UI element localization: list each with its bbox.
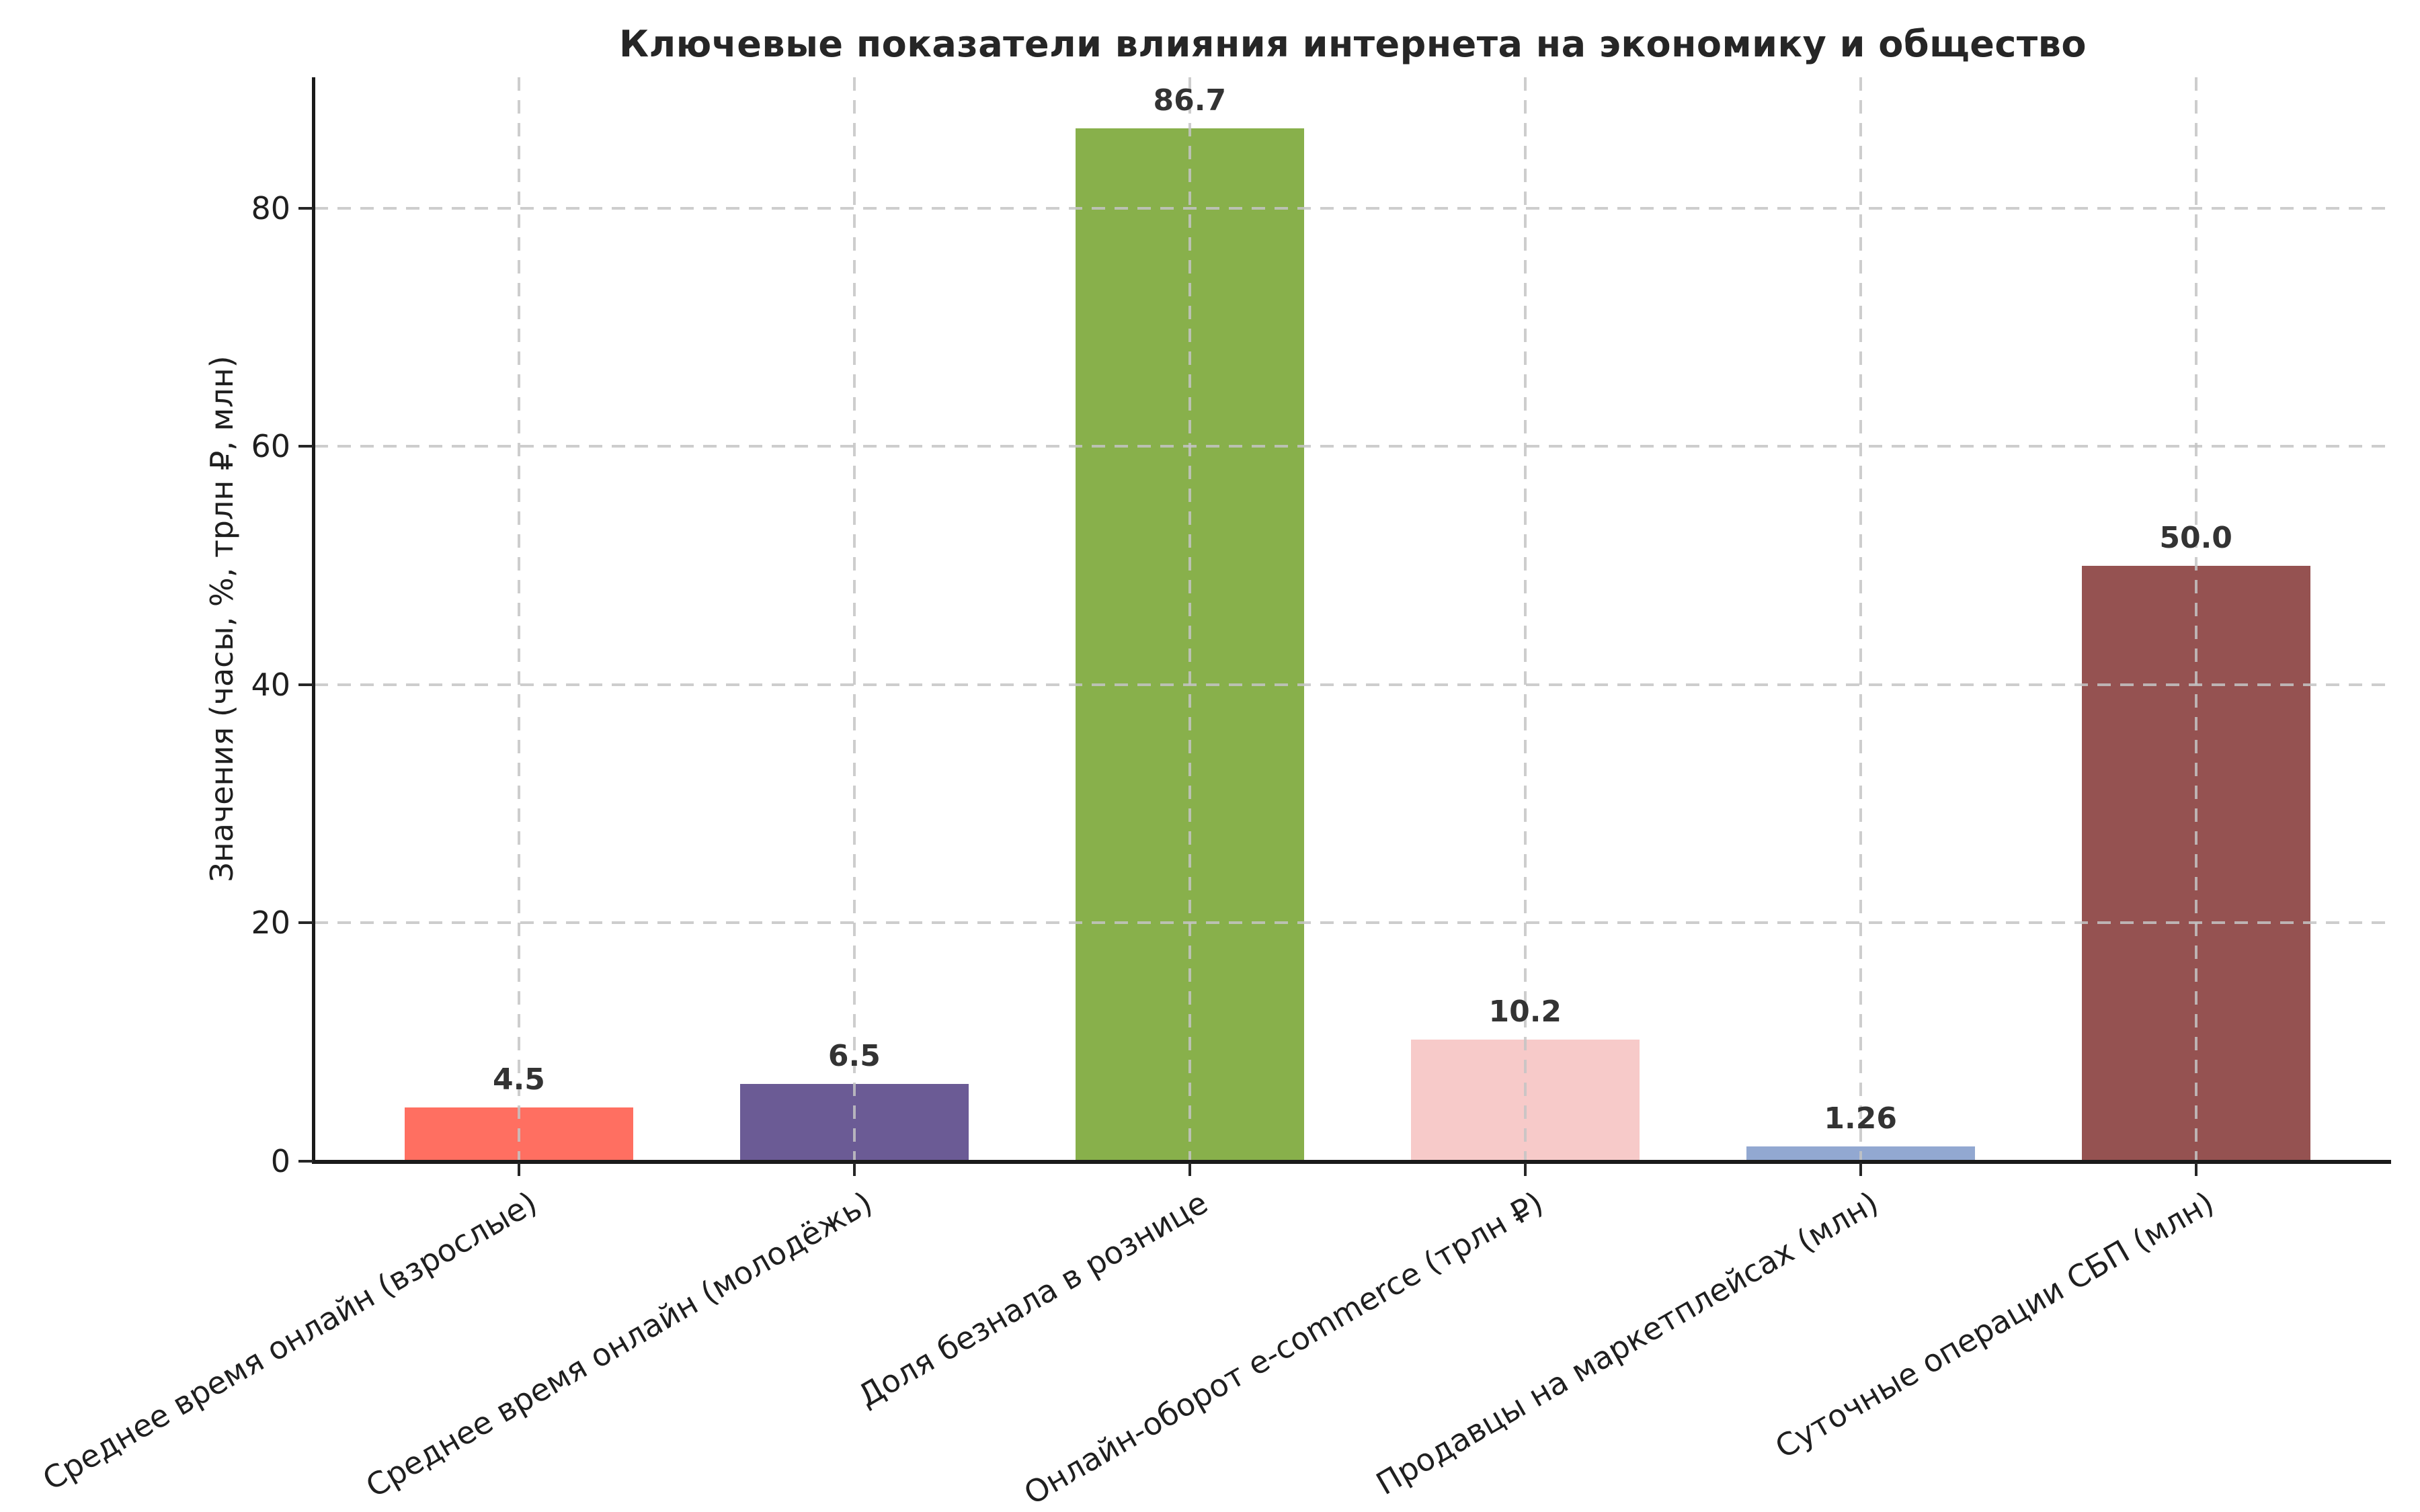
gridline-horizontal [315, 206, 2391, 210]
y-tick-mark [298, 921, 313, 925]
plot-area: 4.5 6.5 86.7 10.2 1.26 50.0 [315, 77, 2391, 1161]
y-tick-label: 40 [251, 666, 290, 703]
x-tick-mark [1523, 1163, 1527, 1176]
y-tick-mark [298, 445, 313, 448]
x-axis-spine [312, 1160, 2391, 1164]
y-tick-mark [298, 206, 313, 210]
x-tick-mark [2194, 1163, 2197, 1176]
bar-value-label: 1.26 [1824, 1101, 1897, 1136]
gridline-vertical [2194, 77, 2197, 1161]
y-tick-mark [298, 1160, 313, 1163]
gridline-vertical [1523, 77, 1527, 1161]
y-tick-mark [298, 683, 313, 686]
bar-value-label: 6.5 [828, 1038, 881, 1073]
bar-value-label: 86.7 [1153, 83, 1227, 118]
y-tick-label: 80 [251, 190, 290, 226]
gridline-vertical [1188, 77, 1191, 1161]
x-tick-mark [1188, 1163, 1191, 1176]
y-tick-label: 0 [270, 1143, 290, 1179]
gridline-horizontal [315, 445, 2391, 448]
x-tick-label-text: Среднее время онлайн (молодёжь) [360, 1184, 879, 1505]
bar-chart-figure: Ключевые показатели влияния интернета на… [36, 23, 2391, 1512]
gridline-horizontal [315, 683, 2391, 686]
gridline-horizontal [315, 921, 2391, 925]
bar-value-label: 50.0 [2159, 520, 2232, 555]
bar-value-label: 4.5 [492, 1062, 545, 1097]
y-tick-label: 20 [251, 905, 290, 941]
y-axis-spine [312, 77, 315, 1163]
gridline-vertical [852, 77, 856, 1161]
x-tick-label-text: Доля безнала в рознице [852, 1184, 1214, 1415]
x-tick-label-text: Онлайн-оборот e-commerce (трлн ₽) [1018, 1184, 1549, 1512]
chart-title: Ключевые показатели влияния интернета на… [619, 23, 2087, 65]
gridline-vertical [1859, 77, 1862, 1161]
x-tick-mark [1859, 1163, 1862, 1176]
x-tick-mark [852, 1163, 856, 1176]
y-tick-label: 60 [251, 428, 290, 465]
gridline-vertical [517, 77, 520, 1161]
x-tick-mark [517, 1163, 520, 1176]
bar-value-label: 10.2 [1488, 995, 1562, 1030]
